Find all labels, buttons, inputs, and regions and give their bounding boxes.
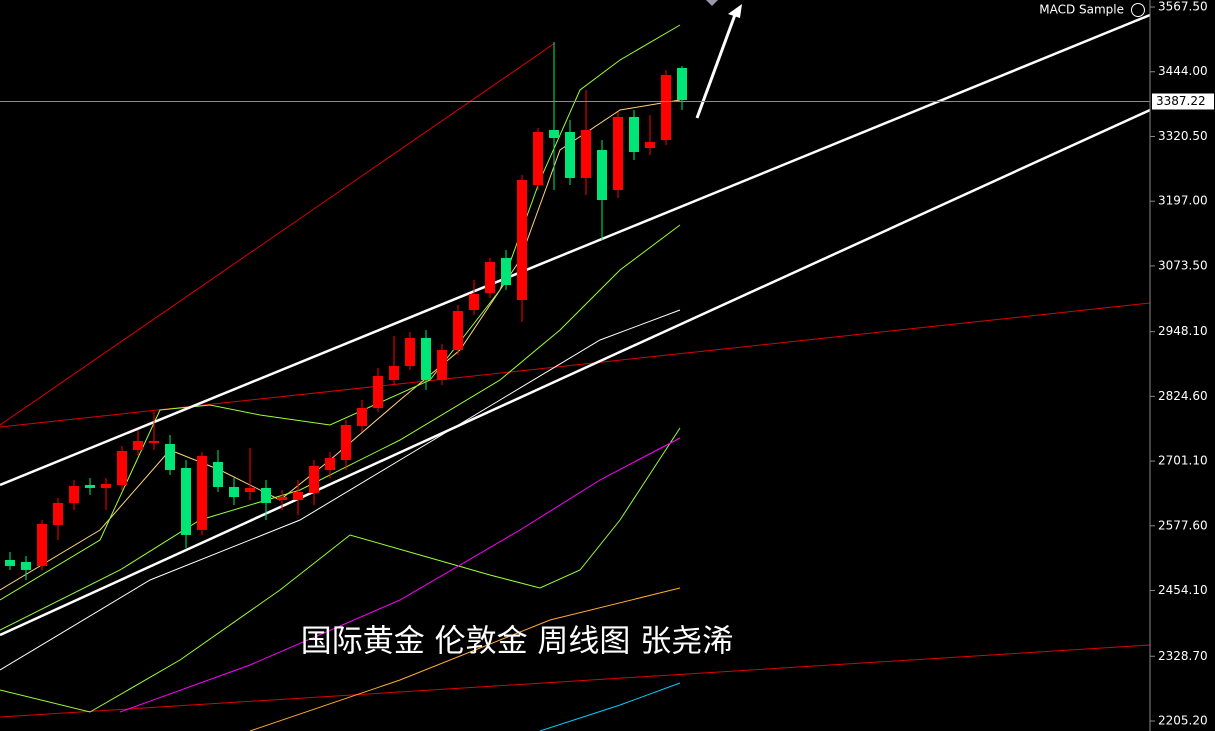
current-price-label: 3387.22	[1156, 94, 1206, 108]
candle-body	[53, 502, 63, 525]
candle-body	[469, 294, 479, 310]
y-tick-label: 3567.50	[1158, 0, 1208, 14]
candle-body	[581, 129, 591, 178]
candle-body	[309, 465, 319, 493]
y-tick-label: 3320.50	[1158, 129, 1208, 143]
candle-body	[501, 258, 511, 285]
y-tick-label: 2577.60	[1158, 518, 1208, 532]
candle-body	[565, 132, 575, 178]
candle-body	[485, 261, 495, 293]
plot-area	[5, 41, 687, 580]
candle-body	[85, 484, 95, 488]
arrow-head	[728, 4, 742, 18]
candle-body	[245, 487, 255, 492]
candle-body	[293, 491, 303, 500]
trend-line	[0, 644, 1151, 718]
y-tick-label: 2701.10	[1158, 454, 1208, 468]
y-tick-label: 2205.20	[1158, 713, 1208, 727]
candle-body	[37, 523, 47, 566]
y-tick-label: 2454.10	[1158, 583, 1208, 597]
candle-body	[325, 458, 335, 471]
candle-body	[677, 67, 687, 100]
candle-body	[165, 443, 175, 471]
moving-average	[249, 587, 681, 731]
candle-body	[597, 149, 607, 200]
candle-body	[101, 483, 111, 488]
chart-title: MACD Sample	[1039, 3, 1124, 17]
candle-body	[629, 116, 639, 152]
candle-body	[133, 440, 143, 450]
moving-average	[539, 682, 681, 731]
y-tick-label: 2948.10	[1158, 324, 1208, 338]
arrow	[695, 11, 738, 119]
candle-body	[453, 310, 463, 350]
candle-body	[517, 179, 527, 300]
candle-body	[661, 74, 671, 140]
candle-body	[69, 485, 79, 503]
candle-body	[21, 561, 31, 570]
candle-body	[613, 116, 623, 190]
candle-body	[437, 349, 447, 380]
status-icon	[1131, 3, 1145, 17]
y-tick-label: 2328.70	[1158, 649, 1208, 663]
annotation: 国际黄金 伦敦金 周线图 张尧浠	[301, 624, 734, 660]
y-tick-label: 2824.60	[1158, 389, 1208, 403]
y-tick-label: 3444.00	[1158, 64, 1208, 78]
candle-body	[229, 486, 239, 497]
trend-line	[0, 42, 556, 426]
candle-body	[533, 132, 543, 186]
candle-body	[389, 365, 399, 380]
moving-average	[0, 427, 681, 713]
y-tick-label: 3073.50	[1158, 258, 1208, 272]
candle-body	[357, 408, 367, 426]
candle-body	[213, 461, 223, 487]
candle-body	[341, 424, 351, 460]
moving-average	[0, 224, 681, 631]
moving-average	[0, 309, 681, 671]
channel-line	[0, 13, 1151, 487]
candle-body	[117, 450, 127, 485]
candle-body	[277, 496, 287, 500]
candle-body	[149, 440, 159, 443]
candle-body	[197, 455, 207, 530]
candle-body	[181, 468, 191, 535]
current-price-box	[1152, 93, 1214, 110]
candle-body	[549, 129, 559, 138]
candle-body	[373, 375, 383, 409]
candle-body	[405, 337, 415, 366]
candle-body	[5, 559, 15, 566]
candle-body	[645, 141, 655, 149]
moving-average	[119, 437, 681, 713]
candle-body	[261, 487, 271, 503]
channel-line	[0, 108, 1151, 637]
candle-body	[421, 337, 431, 380]
marker	[706, 0, 718, 6]
y-tick-label: 3197.00	[1158, 194, 1208, 208]
